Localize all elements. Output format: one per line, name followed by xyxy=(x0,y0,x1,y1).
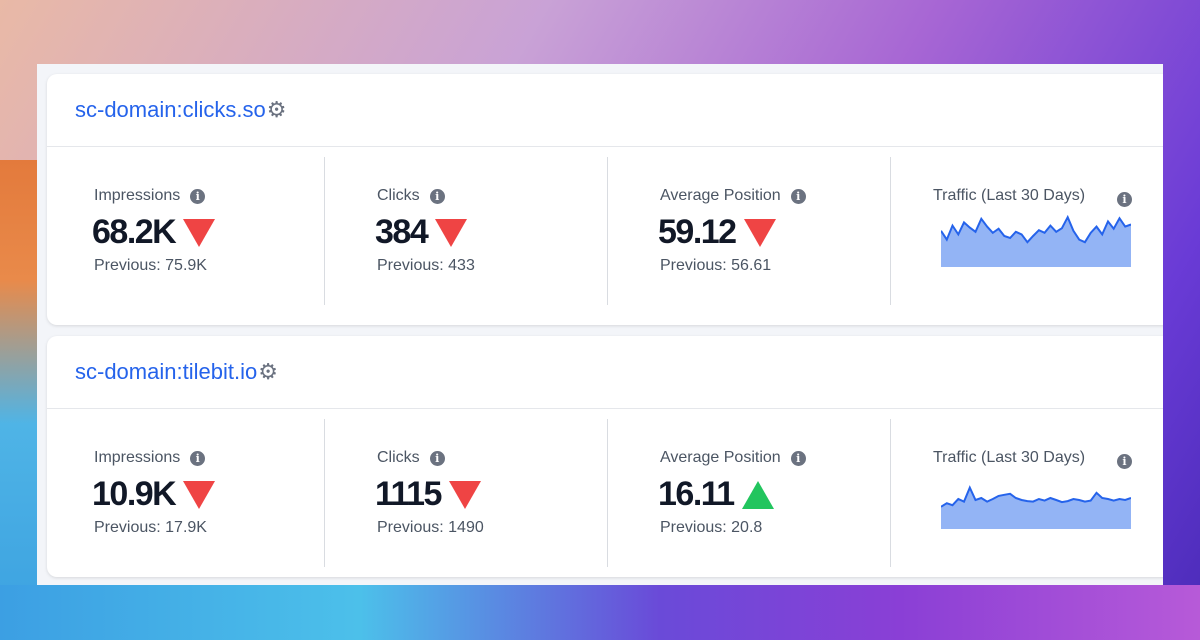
metric-previous: Previous: 17.9K xyxy=(94,519,207,536)
metric-value: 10.9K xyxy=(92,475,177,513)
traffic-sparkline xyxy=(941,485,1131,529)
traffic-label: Traffic (Last 30 Days) xyxy=(933,187,1086,204)
metric-previous: Previous: 75.9K xyxy=(94,257,207,274)
info-icon[interactable]: i xyxy=(190,450,206,466)
metric-clicks: Clicks i 384 Previous: 433 xyxy=(330,157,608,305)
info-icon[interactable]: i xyxy=(790,450,806,466)
card-header: sc-domain:tilebit.io ⚙ xyxy=(47,336,1163,409)
metric-label-wrap: Impressions i xyxy=(94,187,206,205)
metric-value-wrap: 59.12 xyxy=(658,213,776,252)
trend-down-icon xyxy=(183,218,216,247)
metric-value-wrap: 68.2K xyxy=(92,213,216,252)
metric-traffic: Traffic (Last 30 Days) i xyxy=(890,157,1163,305)
trend-down-icon xyxy=(743,218,776,247)
metric-label-wrap: Clicks i xyxy=(377,449,445,467)
metric-value: 16.11 xyxy=(658,475,735,513)
metric-previous: Previous: 433 xyxy=(377,257,475,274)
metrics-row: Impressions i 10.9K Previous: 17.9K Click… xyxy=(47,409,1163,585)
metric-value-wrap: 1115 xyxy=(375,475,481,514)
metric-label: Impressions xyxy=(94,449,181,466)
info-icon[interactable]: i xyxy=(1117,454,1132,469)
metric-value: 59.12 xyxy=(658,213,737,251)
metric-label-wrap: Average Position i xyxy=(660,449,806,467)
metrics-row: Impressions i 68.2K Previous: 75.9K Click… xyxy=(47,147,1163,325)
metric-average-position: Average Position i 59.12 Previous: 56.61 xyxy=(613,157,891,305)
metric-previous: Previous: 56.61 xyxy=(660,257,772,274)
metric-value: 68.2K xyxy=(92,213,177,251)
traffic-sparkline xyxy=(941,214,1131,267)
gear-icon[interactable]: ⚙ xyxy=(258,359,278,384)
sparkline-line xyxy=(941,485,1131,508)
metric-traffic: Traffic (Last 30 Days) i xyxy=(890,419,1163,567)
metric-value-wrap: 384 xyxy=(375,213,468,252)
metric-label: Clicks xyxy=(377,449,420,466)
card-header: sc-domain:clicks.so ⚙ xyxy=(47,74,1163,147)
metric-previous: Previous: 1490 xyxy=(377,519,484,536)
info-icon[interactable]: i xyxy=(429,450,445,466)
site-card: sc-domain:clicks.so ⚙ Impressions i 68.2K… xyxy=(47,74,1163,325)
metric-impressions: Impressions i 10.9K Previous: 17.9K xyxy=(47,419,325,567)
domain-link[interactable]: sc-domain:clicks.so xyxy=(75,97,266,122)
info-icon[interactable]: i xyxy=(1117,192,1132,207)
metric-label-wrap: Impressions i xyxy=(94,449,206,467)
metric-label-wrap: Average Position i xyxy=(660,187,806,205)
metric-average-position: Average Position i 16.11 Previous: 20.8 xyxy=(613,419,891,567)
metric-label: Average Position xyxy=(660,449,781,466)
desktop-background-bottom xyxy=(0,585,1200,640)
trend-up-icon xyxy=(741,480,774,509)
info-icon[interactable]: i xyxy=(790,188,806,204)
info-icon[interactable]: i xyxy=(429,188,445,204)
sparkline-area xyxy=(941,217,1131,267)
metric-value-wrap: 10.9K xyxy=(92,475,216,514)
site-card: sc-domain:tilebit.io ⚙ Impressions i 10.9… xyxy=(47,336,1163,577)
info-icon[interactable]: i xyxy=(190,188,206,204)
dashboard-panel: sc-domain:clicks.so ⚙ Impressions i 68.2K… xyxy=(37,64,1163,585)
traffic-label: Traffic (Last 30 Days) xyxy=(933,449,1086,466)
trend-down-icon xyxy=(448,480,481,509)
metric-value: 1115 xyxy=(375,475,442,513)
sparkline-area xyxy=(941,487,1131,529)
metric-label: Average Position xyxy=(660,187,781,204)
trend-down-icon xyxy=(183,480,216,509)
metric-impressions: Impressions i 68.2K Previous: 75.9K xyxy=(47,157,325,305)
metric-label-wrap: Clicks i xyxy=(377,187,445,205)
metric-label: Impressions xyxy=(94,187,181,204)
metric-previous: Previous: 20.8 xyxy=(660,519,763,536)
metric-value-wrap: 16.11 xyxy=(658,475,774,514)
sparkline-line xyxy=(941,214,1131,244)
metric-label: Clicks xyxy=(377,187,420,204)
metric-value: 384 xyxy=(375,213,429,251)
trend-down-icon xyxy=(435,218,468,247)
domain-link[interactable]: sc-domain:tilebit.io xyxy=(75,359,258,384)
metric-clicks: Clicks i 1115 Previous: 1490 xyxy=(330,419,608,567)
gear-icon[interactable]: ⚙ xyxy=(266,97,287,122)
